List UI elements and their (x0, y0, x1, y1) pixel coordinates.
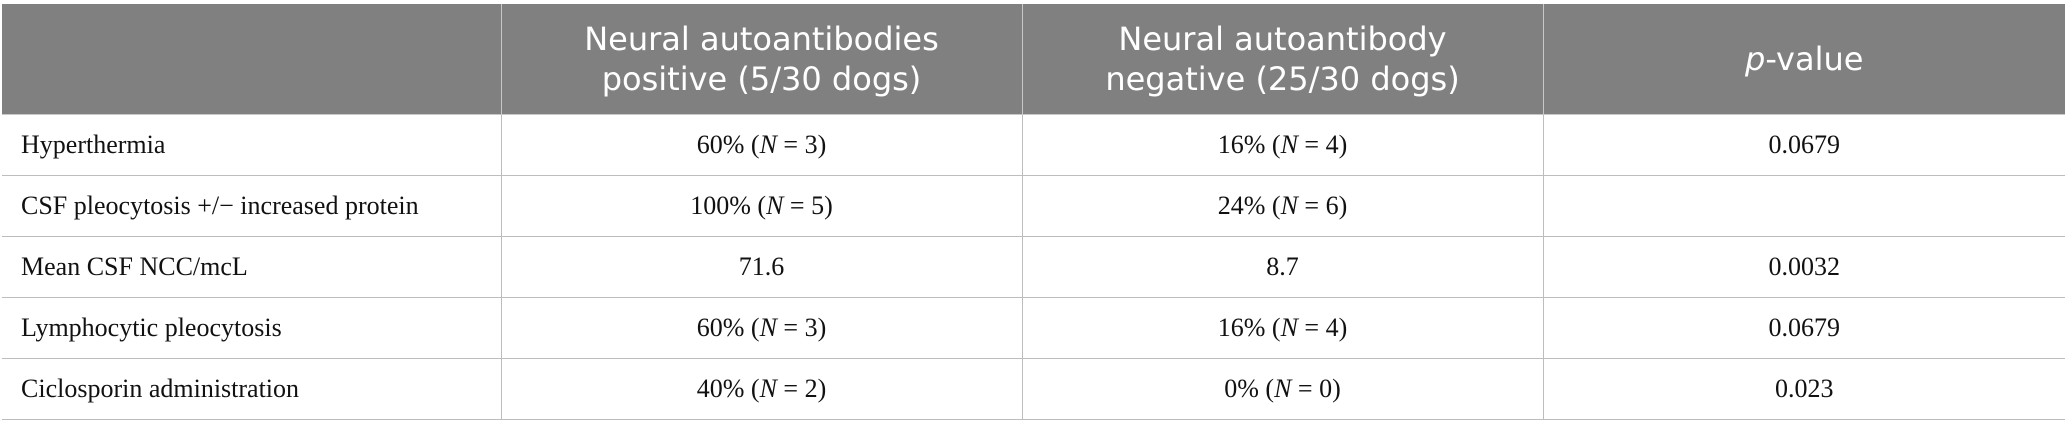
table-body: Hyperthermia 60% (N = 3) 16% (N = 4) 0.0… (2, 114, 2065, 420)
cell-n-var: N (759, 130, 777, 159)
p-value-cell: 0.0679 (1542, 114, 2065, 176)
header-cell-empty (2, 4, 502, 115)
header-cell-p-value: p-value (1542, 4, 2065, 115)
cell-n-val: = 3) (776, 313, 827, 342)
table-row: Mean CSF NCC/mcL 71.6 8.7 0.0032 (2, 236, 2065, 298)
negative-cell: 24% (N = 6) (1021, 175, 1544, 237)
results-table: Neural autoantibodies positive (5/30 dog… (2, 4, 2065, 420)
cell-n-var: N (1274, 374, 1292, 403)
header-line: Neural autoantibody (1118, 20, 1447, 58)
cell-n-val: = 5) (783, 191, 833, 220)
cell-n-val: = 0) (1291, 374, 1341, 403)
header-cell-autoantibodies-positive: Neural autoantibodies positive (5/30 dog… (500, 4, 1023, 115)
p-value-cell: 0.023 (1542, 358, 2065, 420)
negative-cell: 8.7 (1021, 236, 1544, 298)
cell-n-val: = 4) (1297, 130, 1348, 159)
table-row: CSF pleocytosis +/− increased protein 10… (2, 175, 2065, 237)
positive-cell: 60% (N = 3) (500, 114, 1023, 176)
header-line: positive (5/30 dogs) (601, 60, 922, 98)
cell-n-var: N (1280, 130, 1298, 159)
table-header: Neural autoantibodies positive (5/30 dog… (2, 4, 2065, 115)
p-value-cell: 0.0679 (1542, 297, 2065, 359)
header-line: Neural autoantibodies (584, 20, 939, 58)
row-label: Lymphocytic pleocytosis (2, 297, 502, 359)
header-row: Neural autoantibodies positive (5/30 dog… (2, 4, 2065, 115)
header-p-italic: p (1745, 40, 1766, 78)
cell-n-var: N (759, 313, 777, 342)
cell-n-var: N (759, 374, 777, 403)
cell-n-val: = 4) (1297, 313, 1348, 342)
p-value-cell (1542, 175, 2065, 237)
p-value-cell: 0.0032 (1542, 236, 2065, 298)
row-label: CSF pleocytosis +/− increased protein (2, 175, 502, 237)
cell-text: 60% ( (696, 313, 760, 342)
negative-cell: 16% (N = 4) (1021, 114, 1544, 176)
row-label: Hyperthermia (2, 114, 502, 176)
table-row: Ciclosporin administration 40% (N = 2) 0… (2, 358, 2065, 420)
header-cell-autoantibody-negative: Neural autoantibody negative (25/30 dogs… (1021, 4, 1544, 115)
positive-cell: 100% (N = 5) (500, 175, 1023, 237)
cell-text: 0% ( (1224, 374, 1275, 403)
table-row: Hyperthermia 60% (N = 3) 16% (N = 4) 0.0… (2, 114, 2065, 176)
cell-n-var: N (1280, 191, 1298, 220)
negative-cell: 0% (N = 0) (1021, 358, 1544, 420)
positive-cell: 60% (N = 3) (500, 297, 1023, 359)
cell-text: 60% ( (696, 130, 760, 159)
cell-n-var: N (1280, 313, 1298, 342)
cell-n-val: = 6) (1297, 191, 1348, 220)
header-p-rest: -value (1765, 40, 1864, 78)
cell-n-val: = 3) (776, 130, 827, 159)
row-label: Ciclosporin administration (2, 358, 502, 420)
cell-text: 24% ( (1217, 191, 1281, 220)
positive-cell: 71.6 (500, 236, 1023, 298)
cell-text: 40% ( (696, 374, 760, 403)
cell-n-val: = 2) (776, 374, 827, 403)
cell-text: 100% ( (690, 191, 767, 220)
positive-cell: 40% (N = 2) (500, 358, 1023, 420)
row-label: Mean CSF NCC/mcL (2, 236, 502, 298)
header-line: negative (25/30 dogs) (1105, 60, 1460, 98)
cell-text: 16% ( (1217, 313, 1281, 342)
cell-text: 16% ( (1217, 130, 1281, 159)
table-row: Lymphocytic pleocytosis 60% (N = 3) 16% … (2, 297, 2065, 359)
negative-cell: 16% (N = 4) (1021, 297, 1544, 359)
cell-n-var: N (766, 191, 784, 220)
